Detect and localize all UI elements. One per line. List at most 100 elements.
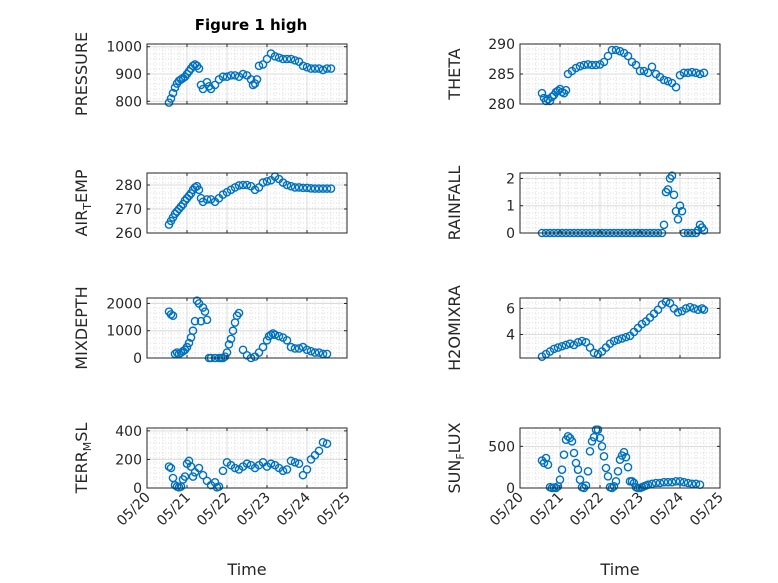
data-point (647, 479, 657, 489)
data-point (252, 75, 262, 84)
data-point (290, 183, 300, 192)
data-point (665, 298, 675, 308)
data-point (573, 465, 583, 474)
data-point (290, 457, 300, 467)
data-point (591, 60, 601, 70)
data-point (549, 344, 559, 354)
data-point (537, 88, 547, 98)
y-tick-label: 800 (115, 94, 142, 110)
data-point (274, 331, 284, 341)
data-point (314, 64, 324, 73)
data-point (675, 477, 685, 486)
data-point (182, 342, 192, 352)
data-point (575, 475, 585, 484)
data-point (685, 302, 695, 312)
data-point (635, 66, 645, 76)
data-point (683, 68, 693, 78)
data-point (587, 437, 597, 446)
y-tick-label: 1 (506, 199, 515, 215)
data-point (655, 478, 665, 488)
data-point (186, 462, 196, 471)
y-tick-label: 6 (506, 301, 515, 317)
y-axis-label: TERRMSL (72, 423, 94, 495)
data-point (318, 437, 328, 447)
data-point (671, 82, 681, 92)
data-point (166, 463, 176, 473)
data-point (218, 466, 228, 476)
data-point (621, 332, 631, 342)
data-point (262, 335, 272, 345)
data-point (302, 183, 312, 193)
data-point (565, 339, 575, 348)
axes-box (519, 297, 721, 359)
y-tick-label: 0 (506, 226, 515, 242)
axes-box (519, 172, 721, 234)
data-point (557, 465, 567, 474)
data-point (220, 352, 230, 361)
y-tick-label: 4 (506, 328, 515, 344)
data-point (577, 336, 587, 346)
data-point (270, 330, 280, 340)
data-point (575, 61, 585, 71)
data-point (585, 447, 595, 456)
data-point (631, 60, 641, 70)
data-point (677, 206, 687, 216)
data-point (322, 64, 332, 73)
data-point (290, 344, 300, 353)
data-point (599, 452, 609, 461)
data-point (621, 452, 631, 462)
data-point (168, 88, 178, 98)
data-point (613, 335, 623, 345)
y-tick-label: 2 (506, 171, 515, 187)
data-point (573, 338, 583, 347)
data-point (190, 316, 200, 326)
data-point (322, 184, 332, 193)
data-point (226, 71, 236, 80)
data-point (194, 64, 204, 73)
data-point (194, 185, 204, 195)
data-point (559, 450, 569, 459)
data-point (659, 477, 669, 487)
chart-panel-3: 260 270 280 AIRTEMP (72, 169, 348, 242)
data-point (258, 342, 268, 352)
data-point (695, 69, 705, 79)
data-point (613, 467, 623, 476)
data-point (266, 459, 276, 469)
data-point (230, 183, 240, 192)
data-point (196, 316, 206, 326)
data-point (653, 305, 663, 315)
data-point (543, 460, 553, 469)
data-point (218, 72, 228, 82)
data-point (310, 348, 320, 357)
data-point (306, 184, 316, 193)
x-axis-label: Time (599, 560, 639, 579)
data-point (302, 62, 312, 72)
data-point (242, 180, 252, 190)
data-point (250, 79, 260, 88)
data-point (226, 334, 236, 344)
data-point (583, 467, 593, 476)
data-point (234, 308, 244, 318)
data-point (290, 56, 300, 65)
data-point (294, 183, 304, 192)
axes-box (146, 172, 348, 234)
data-point (318, 184, 328, 193)
data-point (691, 479, 701, 489)
data-point (318, 65, 328, 75)
data-point (286, 342, 296, 352)
data-point (671, 206, 681, 216)
data-point (593, 425, 603, 434)
data-point (667, 477, 677, 487)
y-tick-label: 1000 (106, 40, 142, 56)
data-point (643, 68, 653, 78)
data-point (242, 459, 252, 469)
data-point (214, 482, 224, 491)
data-point (310, 184, 320, 193)
data-point (607, 45, 617, 55)
data-point (188, 472, 198, 481)
data-point (585, 343, 595, 352)
data-point (188, 326, 198, 336)
data-point (581, 338, 591, 347)
y-tick-label: 280 (115, 178, 142, 194)
y-tick-label: 260 (115, 226, 142, 242)
